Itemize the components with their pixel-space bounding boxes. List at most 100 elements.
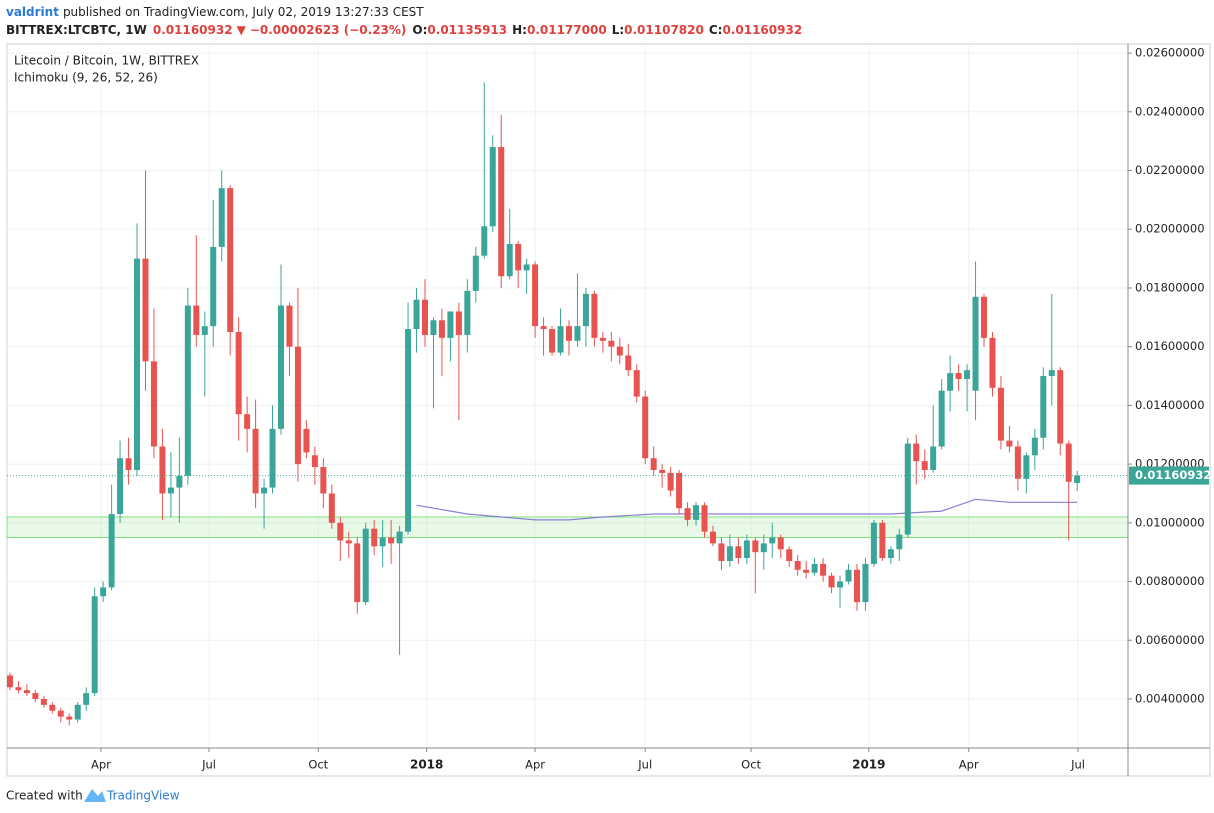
candle-body — [913, 443, 920, 462]
y-tick-label: 0.01800000 — [1135, 280, 1205, 294]
candle-body — [947, 373, 954, 391]
footer-brand[interactable]: TradingView — [106, 789, 180, 803]
x-tick-label: 2018 — [410, 758, 443, 772]
candle-body — [549, 329, 556, 353]
candle-body — [616, 346, 623, 356]
candle-body — [1006, 440, 1013, 447]
x-tick-label: Jul — [201, 758, 216, 772]
logo — [84, 789, 106, 802]
y-tick-label: 0.01400000 — [1135, 398, 1205, 412]
candle-body — [388, 537, 395, 544]
candle-body — [489, 147, 496, 227]
last-price-box — [1129, 466, 1209, 485]
candle-body — [498, 147, 505, 277]
candle-body — [811, 563, 818, 573]
candle-body — [379, 537, 386, 547]
candle-body — [930, 446, 937, 470]
last-price-label: 0.01160932 — [1135, 468, 1211, 482]
candle-body — [794, 560, 801, 570]
candle-body — [777, 537, 784, 550]
candle-body — [447, 311, 454, 338]
candle-body — [455, 311, 462, 335]
candle-body — [159, 446, 166, 494]
candle-body — [964, 370, 971, 379]
candle-body — [786, 549, 793, 561]
candle-body — [972, 296, 979, 391]
candle-body — [201, 326, 208, 335]
candle-body — [862, 563, 869, 603]
candle-body — [1048, 370, 1055, 377]
candle-body — [430, 320, 437, 335]
candle-body — [354, 543, 361, 603]
candle-body — [1040, 376, 1047, 438]
legend-indicator: Ichimoku (9, 26, 52, 26) — [14, 71, 158, 85]
y-tick-label: 0.01600000 — [1135, 339, 1205, 353]
candle-body — [66, 716, 73, 720]
ohlc-value: 0.01107820 — [624, 23, 704, 37]
candle-body — [676, 472, 683, 509]
candle-body — [870, 522, 877, 564]
candle-body — [684, 508, 691, 520]
candle-body — [896, 534, 903, 550]
candle-body — [820, 563, 827, 576]
x-tick-label: Oct — [308, 758, 328, 772]
candle-body — [591, 293, 598, 338]
candle-body — [659, 469, 666, 473]
candle-body — [345, 540, 352, 544]
candle-body — [438, 320, 445, 338]
plot — [6, 44, 1129, 748]
candle-body — [879, 522, 886, 559]
candle-body — [134, 258, 141, 470]
candle-body — [1057, 370, 1064, 444]
candle-body — [252, 428, 259, 494]
candle-body — [184, 305, 191, 476]
candle-body — [853, 569, 860, 603]
candle-body — [362, 528, 369, 603]
candle-body — [506, 243, 513, 277]
price: 0.01160932 — [153, 23, 233, 37]
candle-body — [1014, 446, 1021, 479]
candle-body — [142, 258, 149, 362]
candle-body — [167, 487, 174, 494]
y-tick-label: 0.02200000 — [1135, 163, 1205, 177]
candle-body — [294, 346, 301, 465]
candle-body — [320, 467, 327, 494]
candle-body — [887, 549, 894, 559]
chart-frame — [6, 43, 1211, 777]
candle-body — [726, 546, 733, 561]
candle-body — [269, 428, 276, 488]
x-tick-label: Apr — [959, 758, 979, 772]
candle-body — [582, 293, 589, 327]
header-line: valdrint published on TradingView.com, Ju… — [6, 5, 424, 19]
candle-body — [599, 337, 606, 341]
candle-body — [557, 326, 564, 353]
symbol-line: BITTREX:LTCBTC, 1W 0.01160932 ▼ −0.00002623… — [6, 23, 802, 37]
candle-body — [150, 361, 157, 447]
candle-body — [955, 373, 962, 379]
candle-body — [396, 531, 403, 544]
candle-body — [91, 596, 98, 694]
candle-body — [760, 543, 767, 553]
y-tick-label: 0.00600000 — [1135, 633, 1205, 647]
y-tick-label: 0.00400000 — [1135, 691, 1205, 705]
candle-body — [32, 693, 39, 699]
author: valdrint — [6, 5, 59, 19]
candle-body — [49, 704, 56, 711]
candle-body — [667, 472, 674, 491]
candle-body — [997, 387, 1004, 441]
candle-body — [57, 710, 64, 717]
ohlc-label: L: — [612, 23, 624, 37]
candle-body — [218, 188, 225, 247]
candle-body — [845, 569, 852, 582]
x-tick-label: Apr — [525, 758, 545, 772]
candle-body — [1023, 455, 1030, 479]
candle-body — [523, 264, 530, 271]
candle-body — [6, 675, 13, 688]
candle-body — [83, 693, 90, 705]
ohlc-value: 0.01135913 — [427, 23, 507, 37]
candle-body — [743, 540, 750, 559]
candle-body — [574, 326, 581, 341]
candle-body — [472, 255, 479, 291]
y-tick-label: 0.02600000 — [1135, 46, 1205, 60]
